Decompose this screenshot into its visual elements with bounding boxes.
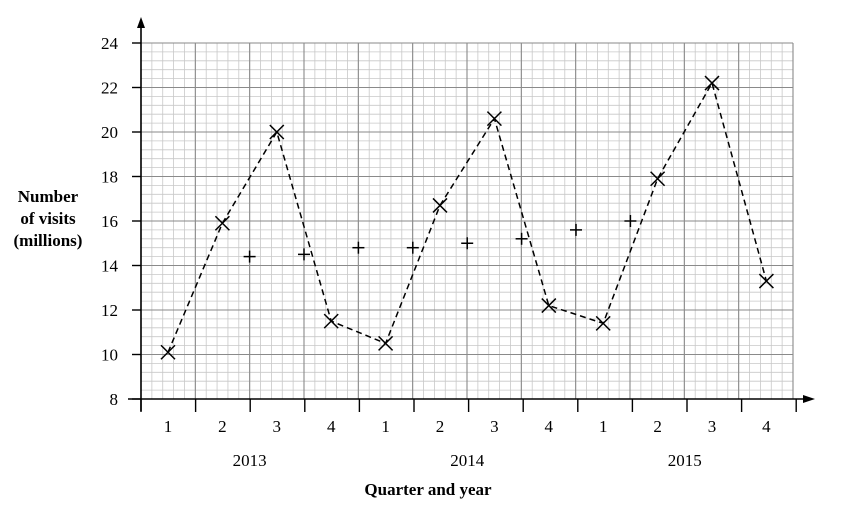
y-tick-label: 18: [101, 168, 118, 187]
marker-stroke: [758, 273, 774, 289]
x-tick-label: 2: [218, 417, 227, 436]
marker-stroke: [595, 315, 611, 331]
year-label: 2013: [233, 451, 267, 470]
y-tick-label: 20: [101, 123, 118, 142]
x-tick-label: 3: [490, 417, 499, 436]
marker-stroke: [378, 335, 394, 351]
y-axis-label: Number of visits (millions): [2, 186, 94, 252]
x-tick-label: 2: [653, 417, 662, 436]
moving-average-plus-marker: [624, 215, 637, 227]
y-axis-label-line-2: of visits: [20, 209, 76, 228]
y-tick-label: 22: [101, 79, 118, 98]
x-axis-arrow: [803, 395, 815, 403]
y-tick-label: 8: [110, 390, 119, 409]
y-tick-label: 10: [101, 346, 118, 365]
marker-stroke: [269, 124, 285, 140]
data-point-x-marker: [650, 171, 666, 187]
marker-stroke: [432, 197, 448, 213]
x-tick-label: 4: [327, 417, 336, 436]
x-axis-label: Quarter and year: [364, 480, 492, 499]
year-labels: 2013 2014 2015: [233, 451, 702, 470]
moving-average-plus-marker: [515, 232, 528, 245]
x-tick-label: 3: [273, 417, 282, 436]
y-axis-label-line-3: (millions): [13, 231, 83, 250]
x-tick-label: 3: [708, 417, 717, 436]
marker-stroke: [160, 344, 176, 360]
axes: [128, 17, 815, 411]
y-tick-label: 16: [101, 212, 118, 231]
data-point-x-marker: [160, 344, 176, 360]
x-tick-label: 2: [436, 417, 445, 436]
marker-stroke: [214, 215, 230, 231]
data-point-x-marker: [432, 197, 448, 213]
series-line-quarterly-visits: [167, 81, 768, 353]
data-point-x-marker: [378, 335, 394, 351]
moving-average-plus-marker: [461, 237, 474, 250]
year-label: 2014: [450, 451, 485, 470]
tick-marks: [132, 42, 797, 412]
data-point-x-marker: [486, 111, 502, 127]
x-tick-label: 4: [545, 417, 554, 436]
y-tick-label: 24: [101, 34, 119, 53]
data-point-x-marker: [323, 313, 339, 329]
markers: [160, 75, 774, 360]
data-point-x-marker: [704, 75, 720, 91]
x-tick-label: 1: [164, 417, 173, 436]
moving-average-plus-marker: [406, 241, 419, 254]
year-label: 2015: [668, 451, 702, 470]
moving-average-plus-marker: [243, 250, 256, 263]
marker-stroke: [704, 75, 720, 91]
data-point-x-marker: [541, 298, 557, 314]
marker-stroke: [323, 313, 339, 329]
x-tick-labels: 1 2 3 4 1 2 3 4 1 2 3 4: [164, 417, 771, 436]
moving-average-plus-marker: [570, 223, 582, 236]
y-tick-label: 14: [101, 257, 119, 276]
y-axis-label-line-1: Number: [17, 187, 79, 206]
y-axis-arrow: [137, 17, 145, 28]
marker-stroke: [650, 171, 666, 187]
x-tick-label: 1: [599, 417, 608, 436]
data-point-x-marker: [758, 273, 774, 289]
data-point-x-marker: [269, 124, 285, 140]
y-tick-labels: 8 10 12 14 16 18 20 22 24: [101, 34, 119, 409]
x-tick-label: 1: [381, 417, 390, 436]
series-lines: [167, 81, 768, 353]
data-point-x-marker: [595, 315, 611, 331]
moving-average-plus-marker: [298, 248, 310, 261]
x-tick-label: 4: [762, 417, 771, 436]
moving-average-plus-marker: [352, 241, 365, 254]
data-point-x-marker: [214, 215, 230, 231]
marker-stroke: [541, 298, 557, 314]
y-tick-label: 12: [101, 301, 118, 320]
marker-stroke: [486, 111, 502, 127]
